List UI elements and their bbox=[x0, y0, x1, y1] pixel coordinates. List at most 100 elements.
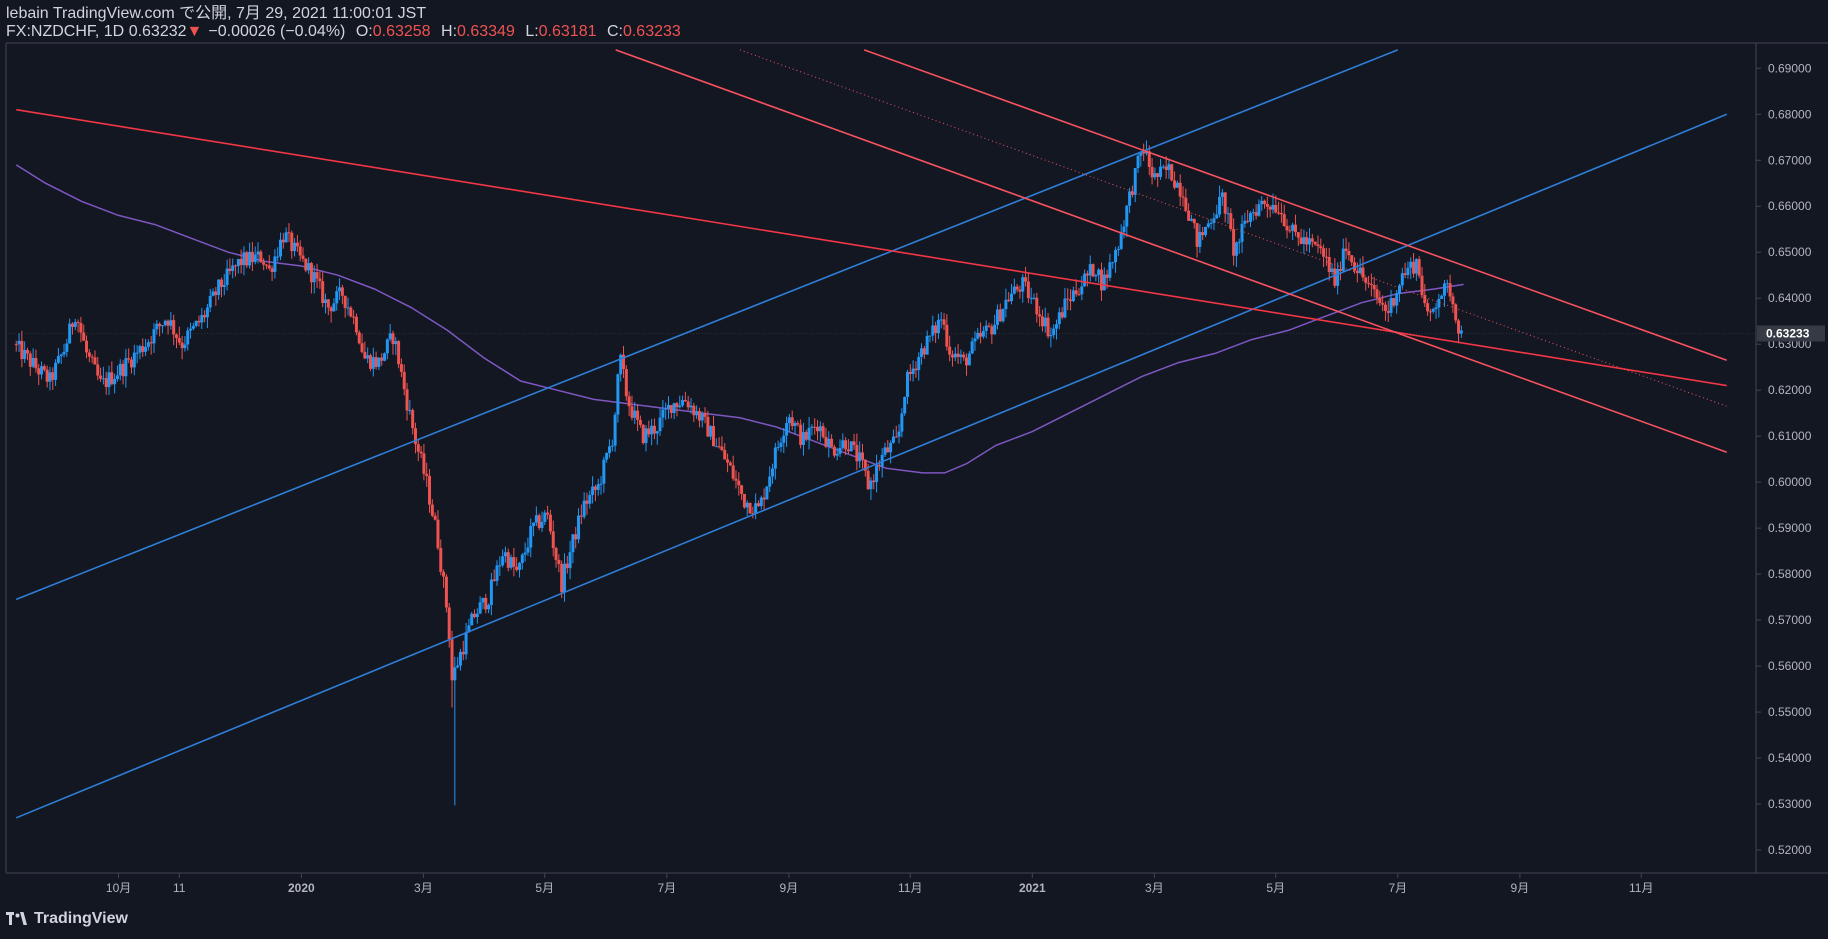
candle-body bbox=[779, 442, 783, 447]
candle-body bbox=[99, 375, 103, 379]
y-tick-label: 0.68000 bbox=[1768, 107, 1812, 121]
candle-body bbox=[681, 399, 685, 406]
candle-body bbox=[1355, 270, 1359, 273]
candle-body bbox=[953, 353, 957, 358]
candle-body bbox=[40, 366, 44, 375]
candle-body bbox=[1260, 200, 1264, 205]
candle-body bbox=[242, 252, 246, 266]
candle-body bbox=[605, 452, 609, 460]
x-tick-label: 2021 bbox=[1019, 881, 1046, 895]
candle-body bbox=[1395, 293, 1399, 306]
candle-body bbox=[998, 309, 1002, 322]
candle-body bbox=[65, 343, 69, 352]
y-tick-label: 0.60000 bbox=[1768, 475, 1812, 489]
candle-body bbox=[444, 576, 448, 608]
candle-body bbox=[1274, 204, 1278, 213]
candle-body bbox=[948, 346, 952, 355]
candle-body bbox=[1161, 166, 1165, 168]
candle-body bbox=[1313, 241, 1317, 245]
candle-body bbox=[1007, 299, 1011, 302]
candle-body bbox=[540, 521, 544, 528]
y-tick-label: 0.52000 bbox=[1768, 843, 1812, 857]
candle-body bbox=[1246, 220, 1250, 222]
candle-body bbox=[728, 462, 732, 466]
candle-body bbox=[1319, 246, 1323, 249]
candle-body bbox=[866, 470, 870, 490]
candle-body bbox=[1085, 273, 1089, 276]
candle-body bbox=[1293, 224, 1297, 233]
low-label: L: bbox=[525, 23, 539, 40]
candle-body bbox=[1437, 298, 1441, 308]
close-label: C: bbox=[606, 23, 623, 40]
candle-body bbox=[970, 341, 974, 354]
candle-body bbox=[529, 526, 533, 548]
candle-body bbox=[644, 428, 648, 444]
candle-body bbox=[588, 495, 592, 504]
candle-body bbox=[734, 478, 738, 481]
candle-body bbox=[79, 323, 83, 333]
candle-body bbox=[1167, 164, 1171, 170]
candle-body bbox=[146, 342, 150, 347]
candle-body bbox=[1291, 224, 1295, 231]
candle-body bbox=[62, 351, 66, 355]
candle-body bbox=[517, 563, 521, 570]
candle-body bbox=[1431, 308, 1435, 312]
candle-body bbox=[883, 447, 887, 455]
candle-body bbox=[96, 364, 100, 376]
candle-body bbox=[922, 348, 926, 355]
candle-body bbox=[1397, 285, 1401, 294]
candle-body bbox=[1156, 173, 1160, 177]
candle-body bbox=[1136, 155, 1140, 169]
candle-body bbox=[236, 259, 240, 266]
candle-body bbox=[174, 334, 178, 339]
candle-body bbox=[349, 307, 353, 317]
candle-body bbox=[1066, 298, 1070, 300]
candle-body bbox=[807, 427, 811, 440]
candle-body bbox=[520, 554, 524, 564]
candle-body bbox=[1324, 256, 1328, 258]
candle-body bbox=[1012, 286, 1016, 294]
time-axis[interactable]: 10月 11 2020 3月 5月 7月 9月 11月 2021 3月 5月 7月 9月 11月 bbox=[106, 873, 1654, 895]
candle-body bbox=[281, 239, 285, 243]
candle-body bbox=[1201, 232, 1205, 236]
moving-average-line bbox=[15, 164, 1464, 474]
price-axis[interactable]: 0.52000 0.53000 0.54000 0.55000 0.56000 0.570… bbox=[1756, 61, 1812, 857]
candle-body bbox=[467, 625, 471, 633]
candle-body bbox=[962, 354, 966, 358]
candle-body bbox=[731, 465, 735, 479]
candle-body bbox=[405, 389, 409, 411]
candle-body bbox=[374, 357, 378, 367]
candle-body bbox=[537, 515, 541, 528]
candle-body bbox=[357, 332, 361, 344]
candle-body bbox=[394, 341, 398, 345]
candle-body bbox=[627, 396, 631, 407]
candle-body bbox=[841, 440, 845, 448]
candle-body bbox=[1004, 299, 1008, 310]
candle-body bbox=[1268, 206, 1272, 210]
candle-body bbox=[1254, 212, 1258, 216]
candle-body bbox=[1181, 196, 1185, 198]
candle-body bbox=[273, 256, 277, 272]
candle-body bbox=[104, 378, 108, 388]
candle-body bbox=[23, 349, 27, 360]
change-value: −0.00026 (−0.04%) bbox=[208, 23, 346, 40]
candle-body bbox=[844, 440, 848, 450]
candle-body bbox=[835, 453, 839, 456]
candle-body bbox=[1406, 267, 1410, 275]
candle-body bbox=[293, 242, 297, 252]
candle-body bbox=[1350, 255, 1354, 263]
candle-body bbox=[253, 254, 257, 263]
x-tick-label: 11 bbox=[173, 881, 186, 895]
candle-body bbox=[284, 232, 288, 243]
trendline-1 bbox=[15, 49, 1399, 601]
candle-body bbox=[931, 325, 935, 336]
candle-body bbox=[1400, 273, 1404, 286]
candle-body bbox=[470, 613, 474, 626]
tradingview-logo[interactable]: TradingView bbox=[6, 910, 128, 928]
candle-body bbox=[979, 332, 983, 337]
candle-body bbox=[796, 423, 800, 425]
candle-body bbox=[135, 352, 139, 354]
candle-body bbox=[554, 547, 558, 560]
tradingview-logo-text: TradingView bbox=[34, 910, 128, 927]
